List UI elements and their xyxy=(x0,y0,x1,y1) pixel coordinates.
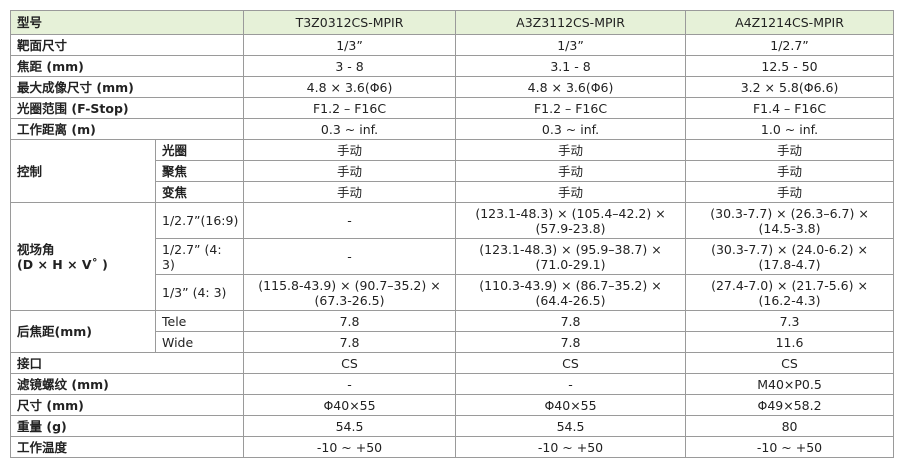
cell: 手动 xyxy=(455,160,687,182)
cell: 3 - 8 xyxy=(243,55,457,77)
row-label: 工作温度 xyxy=(9,436,245,458)
header-cell: A3Z3112CS-MPIR xyxy=(455,10,687,35)
row: 工作温度 -10 ~ +50 -10 ~ +50 -10 ~ +50 xyxy=(9,436,895,458)
cell: (123.1-48.3) × (95.9–38.7) × (71.0-29.1) xyxy=(455,238,687,275)
sub-label: Tele xyxy=(154,310,245,332)
cell: 手动 xyxy=(685,181,895,203)
row: 1/3” (4: 3) (115.8-43.9) × (90.7–35.2) × … xyxy=(11,274,895,311)
cell: (123.1-48.3) × (105.4–42.2) × (57.9-23.8… xyxy=(455,202,687,239)
row-label: 视场角 (D × H × V˚ ) xyxy=(10,202,156,311)
cell: 12.5 - 50 xyxy=(685,55,895,77)
cell: 1.0 ~ inf. xyxy=(685,118,895,140)
cell: M40×P0.5 xyxy=(685,373,895,395)
cell: (30.3-7.7) × (26.3–6.7) × (14.5-3.8) xyxy=(685,202,895,239)
cell: - xyxy=(243,238,457,275)
row-label: 尺寸 (mm) xyxy=(9,394,245,416)
row: 重量 (g) 54.5 54.5 80 xyxy=(9,415,895,437)
row-label: 焦距 (mm) xyxy=(9,55,245,77)
cell: 4.8 × 3.6(Φ6) xyxy=(455,76,687,98)
sub-label: 变焦 xyxy=(154,181,245,203)
cell: 手动 xyxy=(243,160,457,182)
cell: 54.5 xyxy=(243,415,457,437)
cell: (27.4-7.0) × (21.7-5.6) × (16.2-4.3) xyxy=(685,274,895,311)
row: 光圈范围 (F-Stop) F1.2 – F16C F1.2 – F16C F1.4 … xyxy=(9,97,895,119)
row-label: 后焦距(mm) xyxy=(10,310,156,353)
row: 最大成像尺寸 (mm) 4.8 × 3.6(Φ6) 4.8 × 3.6(Φ6) 3.2… xyxy=(9,76,895,98)
cell: F1.2 – F16C xyxy=(243,97,457,119)
cell: 3.1 - 8 xyxy=(455,55,687,77)
cell: -10 ~ +50 xyxy=(455,436,687,458)
cell: 手动 xyxy=(243,139,457,161)
spec-table: 型号 T3Z0312CS-MPIR A3Z3112CS-MPIR A4Z1214CS-… xyxy=(9,10,895,458)
row-label: 光圈范围 (F-Stop) xyxy=(9,97,245,119)
cell: 手动 xyxy=(243,181,457,203)
row-label: 重量 (g) xyxy=(9,415,245,437)
cell: 1/2.7” xyxy=(685,34,895,56)
header-cell: T3Z0312CS-MPIR xyxy=(243,10,457,35)
sub-label: 1/3” (4: 3) xyxy=(154,274,245,311)
row-label: 工作距离 (m) xyxy=(9,118,245,140)
cell: 0.3 ~ inf. xyxy=(243,118,457,140)
header-cell: A4Z1214CS-MPIR xyxy=(685,10,895,35)
cell: Φ40×55 xyxy=(243,394,457,416)
cell: 4.8 × 3.6(Φ6) xyxy=(243,76,457,98)
cell: 54.5 xyxy=(455,415,687,437)
cell: 7.8 xyxy=(243,331,457,353)
cell: (30.3-7.7) × (24.0-6.2) × (17.8-4.7) xyxy=(685,238,895,275)
sub-label: 聚焦 xyxy=(154,160,245,182)
cell: CS xyxy=(685,352,895,374)
cell: - xyxy=(243,202,457,239)
header-row: 型号 T3Z0312CS-MPIR A3Z3112CS-MPIR A4Z1214CS-… xyxy=(9,10,895,35)
row: 控制 光圈 手动 手动 手动 xyxy=(10,139,895,203)
cell: 手动 xyxy=(685,160,895,182)
sub-label: 光圈 xyxy=(154,139,245,161)
cell: -10 ~ +50 xyxy=(243,436,457,458)
cell: F1.4 – F16C xyxy=(685,97,895,119)
row: 接口 CS CS CS xyxy=(9,352,895,374)
cell: 7.8 xyxy=(243,310,457,332)
row: 尺寸 (mm) Φ40×55 Φ40×55 Φ49×58.2 xyxy=(9,394,895,416)
row: 视场角 (D × H × V˚ ) 1/2.7”(16:9) - (123.1-48.… xyxy=(10,202,895,311)
cell: - xyxy=(455,373,687,395)
row-label: 接口 xyxy=(9,352,245,374)
cell: CS xyxy=(243,352,457,374)
header-cell: 型号 xyxy=(9,10,245,35)
row: 焦距 (mm) 3 - 8 3.1 - 8 12.5 - 50 xyxy=(9,55,895,77)
table-body: 型号 T3Z0312CS-MPIR A3Z3112CS-MPIR A4Z1214CS-… xyxy=(9,10,895,458)
row: 工作距离 (m) 0.3 ~ inf. 0.3 ~ inf. 1.0 ~ inf. xyxy=(9,118,895,140)
cell: CS xyxy=(455,352,687,374)
cell: -10 ~ +50 xyxy=(685,436,895,458)
row: 后焦距(mm) Tele 7.8 7.8 7.3 xyxy=(10,310,895,353)
cell: 3.2 × 5.8(Φ6.6) xyxy=(685,76,895,98)
cell: 1/3” xyxy=(243,34,457,56)
row-label: 滤镜螺纹 (mm) xyxy=(9,373,245,395)
cell: F1.2 – F16C xyxy=(455,97,687,119)
cell: - xyxy=(243,373,457,395)
sub-label: Wide xyxy=(154,331,245,353)
cell: (115.8-43.9) × (90.7–35.2) × (67.3-26.5) xyxy=(243,274,457,311)
cell: Φ49×58.2 xyxy=(685,394,895,416)
cell: 80 xyxy=(685,415,895,437)
sub-label: 1/2.7”(16:9) xyxy=(154,202,245,239)
row-label: 靶面尺寸 xyxy=(9,34,245,56)
cell: 手动 xyxy=(455,139,687,161)
cell: 手动 xyxy=(685,139,895,161)
cell: 手动 xyxy=(455,181,687,203)
cell: 0.3 ~ inf. xyxy=(455,118,687,140)
cell: 7.8 xyxy=(455,331,687,353)
row: 靶面尺寸 1/3” 1/3” 1/2.7” xyxy=(9,34,895,56)
row: 滤镜螺纹 (mm) - - M40×P0.5 xyxy=(9,373,895,395)
sub-label: 1/2.7” (4: 3) xyxy=(154,238,245,275)
cell: Φ40×55 xyxy=(455,394,687,416)
cell: (110.3-43.9) × (86.7–35.2) × (64.4-26.5) xyxy=(455,274,687,311)
cell: 7.3 xyxy=(685,310,895,332)
cell: 11.6 xyxy=(685,331,895,353)
row-label: 最大成像尺寸 (mm) xyxy=(9,76,245,98)
row-label: 控制 xyxy=(10,139,156,203)
cell: 7.8 xyxy=(455,310,687,332)
cell: 1/3” xyxy=(455,34,687,56)
